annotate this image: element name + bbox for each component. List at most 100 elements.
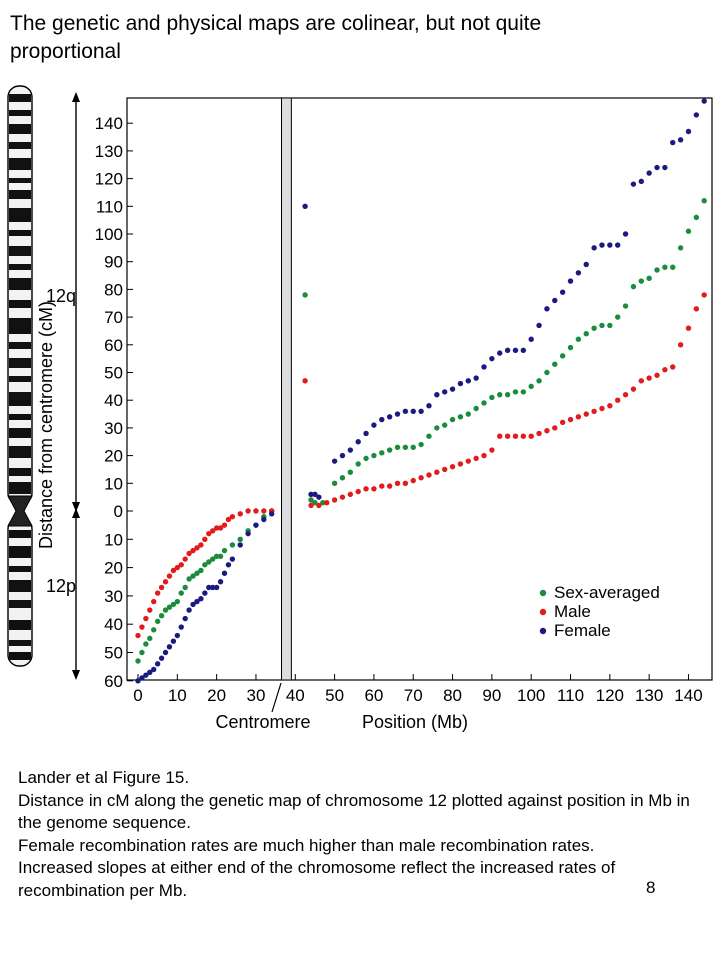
data-point-female bbox=[630, 181, 637, 187]
data-point-male bbox=[190, 547, 196, 554]
data-point-female bbox=[615, 242, 621, 248]
data-point-male bbox=[302, 378, 308, 384]
x-tick-label: 50 bbox=[325, 686, 344, 705]
data-point-male bbox=[646, 375, 652, 381]
y-tick-label: 10 bbox=[104, 530, 123, 549]
data-point-female bbox=[202, 590, 208, 596]
data-point-female bbox=[158, 655, 165, 661]
data-point-male bbox=[638, 378, 644, 384]
data-point-sex-averaged bbox=[229, 542, 236, 548]
data-point-sex-averaged bbox=[449, 416, 456, 423]
data-point-male bbox=[497, 433, 503, 439]
data-point-sex-averaged bbox=[473, 405, 479, 412]
chromosome-band bbox=[9, 300, 31, 308]
data-point-sex-averaged bbox=[210, 556, 216, 562]
x-tick-label: 0 bbox=[133, 686, 142, 705]
data-point-female bbox=[591, 245, 597, 251]
data-point-female bbox=[178, 624, 184, 630]
data-point-sex-averaged bbox=[670, 264, 676, 270]
data-point-sex-averaged bbox=[394, 444, 401, 450]
data-point-female bbox=[237, 542, 243, 548]
data-point-male bbox=[151, 598, 157, 605]
data-point-female bbox=[174, 632, 181, 639]
data-point-male bbox=[662, 367, 668, 373]
data-point-female bbox=[139, 675, 145, 681]
y-tick-label: 50 bbox=[104, 644, 123, 663]
data-point-sex-averaged bbox=[178, 590, 184, 596]
data-point-male bbox=[441, 466, 448, 473]
legend-label: Sex-averaged bbox=[554, 583, 660, 602]
data-point-male bbox=[599, 405, 605, 412]
data-point-female bbox=[379, 416, 385, 423]
data-point-female bbox=[186, 607, 192, 613]
centromere-constriction bbox=[7, 495, 33, 527]
data-point-sex-averaged bbox=[512, 389, 519, 395]
data-point-female bbox=[371, 422, 377, 428]
y-tick-label: 40 bbox=[104, 391, 123, 410]
centromere-label: Centromere bbox=[215, 712, 310, 732]
data-point-male bbox=[520, 433, 527, 439]
data-point-male bbox=[174, 564, 181, 571]
data-point-male bbox=[481, 452, 487, 459]
data-point-male bbox=[630, 386, 637, 392]
data-point-male bbox=[418, 475, 424, 481]
slide-number: 8 bbox=[646, 878, 656, 897]
data-point-male bbox=[693, 306, 700, 312]
data-point-female bbox=[331, 458, 338, 464]
p-arm-arrow bbox=[72, 508, 80, 680]
data-point-female bbox=[693, 112, 700, 118]
plot-frame bbox=[126, 97, 713, 681]
chromosome-12-scatter-chart: 12q 12p Distance from centromere (cM) 0 1… bbox=[7, 85, 713, 732]
data-point-sex-averaged bbox=[559, 353, 566, 359]
data-point-male bbox=[143, 615, 149, 622]
data-point-female bbox=[386, 414, 393, 420]
data-point-sex-averaged bbox=[331, 480, 338, 486]
data-point-female bbox=[512, 347, 519, 354]
data-point-male bbox=[622, 391, 629, 398]
chromosome-band bbox=[9, 190, 31, 199]
data-point-female bbox=[457, 380, 464, 387]
chromosome-band bbox=[9, 600, 31, 608]
y-axis-ticks: 0 10 20 30 40 50 60 70 80 90 100 110 120 130 140 10 20 30… bbox=[95, 114, 133, 691]
chromosome-band bbox=[9, 640, 31, 646]
chromosome-band bbox=[9, 566, 31, 572]
data-point-sex-averaged bbox=[182, 584, 188, 591]
data-point-male bbox=[449, 463, 456, 470]
data-point-female bbox=[489, 355, 495, 362]
data-point-sex-averaged bbox=[312, 499, 318, 506]
data-point-sex-averaged bbox=[339, 475, 346, 481]
data-point-female bbox=[701, 98, 707, 104]
chromosome-band bbox=[9, 358, 31, 368]
data-point-sex-averaged bbox=[693, 214, 700, 221]
data-point-female bbox=[654, 164, 660, 171]
data-point-female bbox=[497, 350, 503, 356]
data-point-sex-averaged bbox=[221, 547, 228, 554]
data-point-male bbox=[504, 433, 511, 439]
data-point-sex-averaged bbox=[186, 576, 192, 582]
x-tick-label: 70 bbox=[404, 686, 423, 705]
chromosome-band bbox=[9, 414, 31, 420]
data-point-sex-averaged bbox=[520, 389, 527, 395]
data-point-male bbox=[135, 632, 141, 639]
data-point-male bbox=[237, 511, 243, 517]
data-point-sex-averaged bbox=[481, 400, 487, 406]
chromosome-band bbox=[9, 142, 31, 149]
data-point-female bbox=[339, 452, 346, 459]
data-point-female bbox=[434, 391, 440, 398]
x-tick-label: 120 bbox=[596, 686, 624, 705]
data-point-sex-averaged bbox=[162, 607, 169, 613]
data-point-sex-averaged bbox=[143, 641, 149, 647]
data-point-male bbox=[221, 522, 228, 528]
data-point-female bbox=[638, 178, 644, 185]
data-point-female bbox=[198, 596, 204, 602]
data-point-female bbox=[147, 669, 153, 676]
chromosome-band bbox=[9, 230, 31, 236]
data-point-male bbox=[528, 433, 534, 439]
data-point-female bbox=[410, 408, 416, 414]
data-point-male bbox=[331, 497, 338, 503]
data-point-male bbox=[245, 508, 251, 514]
chromosome-band bbox=[9, 652, 31, 660]
chromosome-band bbox=[9, 246, 31, 256]
data-point-sex-averaged bbox=[646, 275, 652, 282]
chromosome-band bbox=[9, 158, 31, 170]
